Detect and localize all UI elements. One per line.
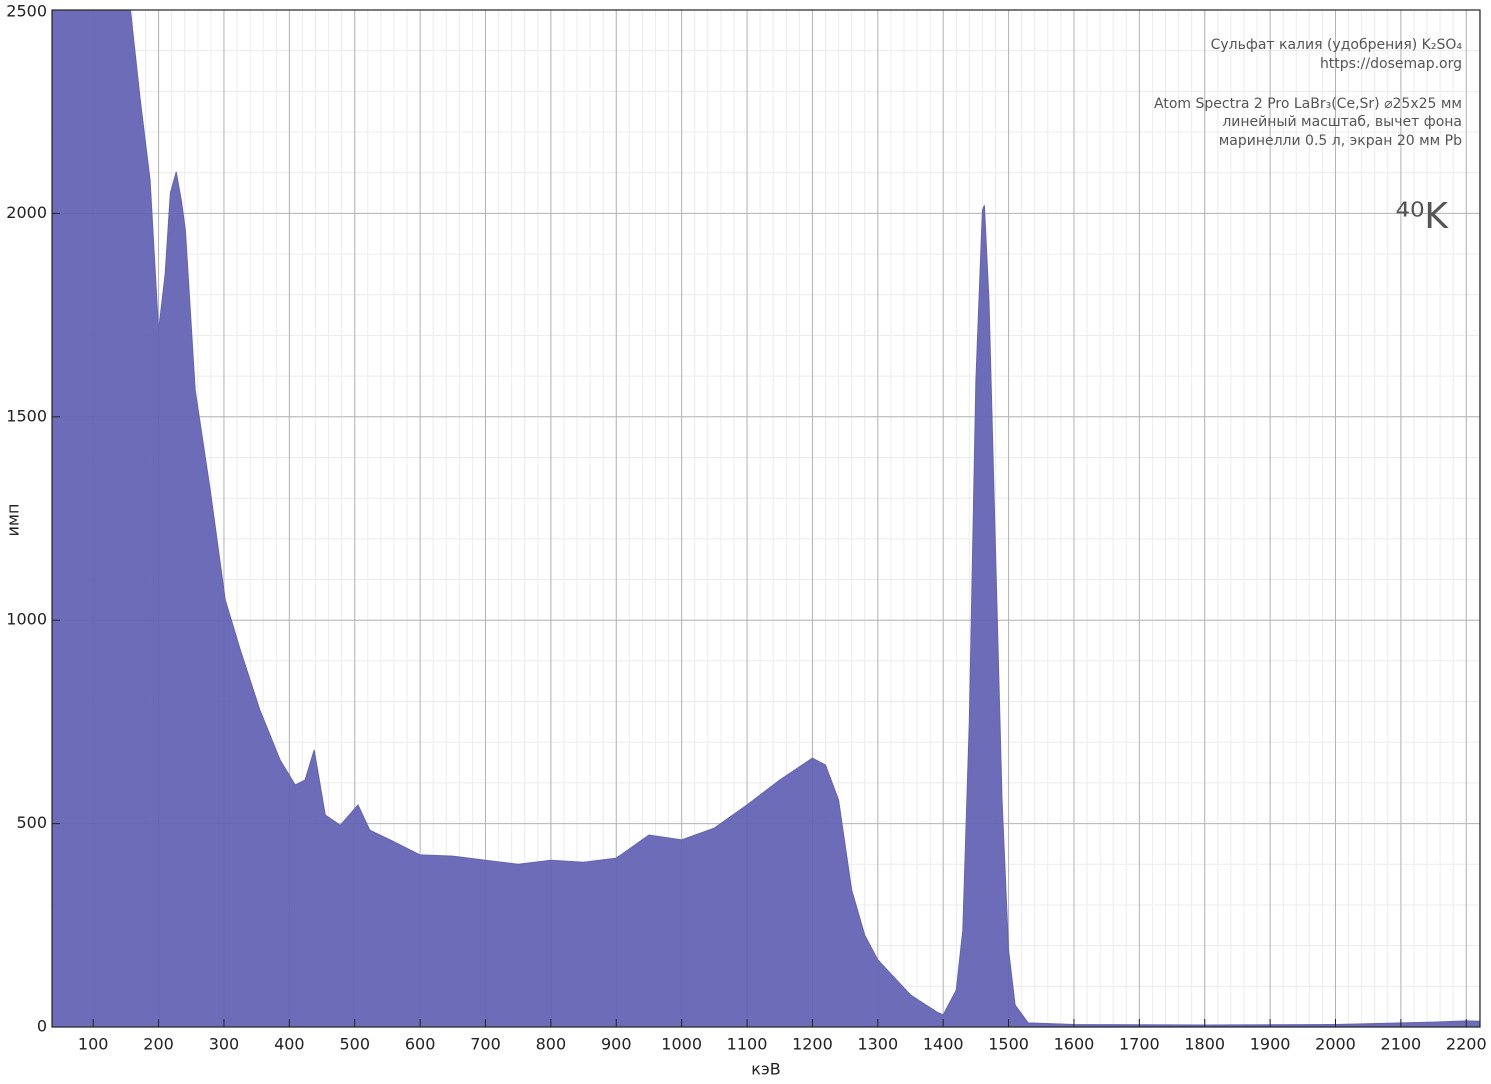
- x-tick-label: 1100: [727, 1035, 768, 1054]
- spectrum-area: [52, 10, 1480, 1027]
- x-tick-label: 1600: [1054, 1035, 1095, 1054]
- x-tick-label: 2000: [1315, 1035, 1356, 1054]
- annotation: линейный масштаб, вычет фона: [1222, 114, 1462, 130]
- x-tick-label: 1200: [792, 1035, 833, 1054]
- y-tick-label: 2500: [6, 2, 47, 21]
- plot-frame: [51, 9, 1481, 1028]
- y-tick-label: 500: [16, 813, 47, 832]
- x-axis-label: кэВ: [751, 1060, 780, 1079]
- x-tick-label: 2200: [1446, 1035, 1487, 1054]
- x-tick-label: 1300: [857, 1035, 898, 1054]
- annotation: Сульфат калия (удобрения) K₂SO₄: [1211, 37, 1463, 53]
- x-tick-label: 200: [143, 1035, 174, 1054]
- x-tick-label: 300: [209, 1035, 240, 1054]
- x-tick-label: 400: [274, 1035, 305, 1054]
- x-tick-label: 1400: [923, 1035, 964, 1054]
- x-tick-label: 600: [405, 1035, 436, 1054]
- annotation: маринелли 0.5 л, экран 20 мм Pb: [1219, 133, 1462, 149]
- x-tick-label: 100: [78, 1035, 109, 1054]
- annotation: Atom Spectra 2 Pro LaBr₃(Ce,Sr) ⌀25x25 м…: [1154, 96, 1462, 112]
- y-tick-label: 0: [37, 1017, 47, 1036]
- y-tick-label: 1000: [6, 610, 47, 629]
- x-tick-label: 1800: [1184, 1035, 1225, 1054]
- x-tick-label: 500: [339, 1035, 370, 1054]
- x-tick-label: 800: [536, 1035, 567, 1054]
- x-tick-label: 1900: [1250, 1035, 1291, 1054]
- x-tick-label: 700: [470, 1035, 501, 1054]
- x-tick-label: 900: [601, 1035, 632, 1054]
- y-axis-label: имп: [4, 504, 23, 537]
- x-tick-label: 1700: [1119, 1035, 1160, 1054]
- isotope-label: ⁴⁰K: [1396, 196, 1450, 237]
- y-tick-label: 2000: [6, 203, 47, 222]
- x-tick-label: 2100: [1381, 1035, 1422, 1054]
- annotation: https://dosemap.org: [1320, 56, 1462, 72]
- x-tick-label: 1500: [988, 1035, 1029, 1054]
- overlay: 100 200 300 400 500 600 700 800 900 1000 1100 1200 1…: [4, 2, 1487, 1079]
- x-tick-label: 1000: [661, 1035, 702, 1054]
- plot-area: [52, 10, 1480, 1027]
- y-tick-label: 1500: [6, 406, 47, 425]
